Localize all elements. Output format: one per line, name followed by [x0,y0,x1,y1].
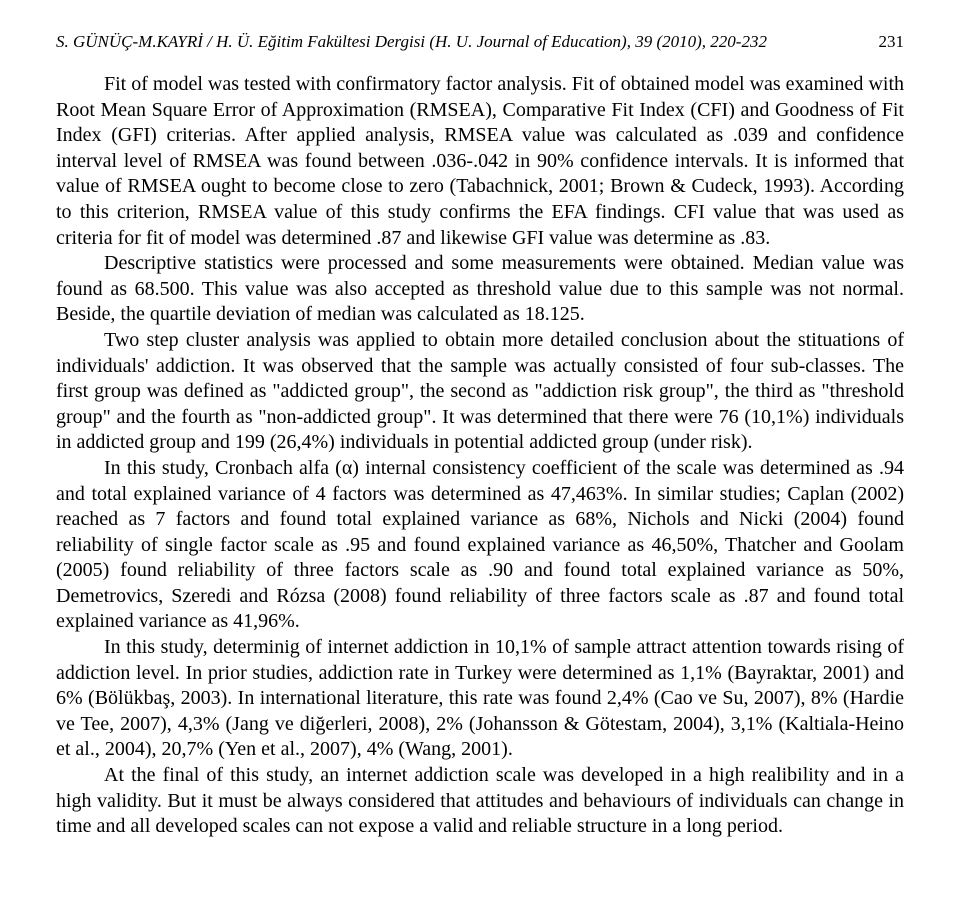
body-paragraph-1: Fit of model was tested with confirmator… [56,72,904,251]
page-number: 231 [855,32,905,52]
running-header: S. GÜNÜÇ-M.KAYRİ / H. Ü. Eğitim Fakültes… [56,32,904,52]
body-paragraph-6: At the final of this study, an internet … [56,763,904,840]
body-paragraph-2: Descriptive statistics were processed an… [56,251,904,328]
body-paragraph-3: Two step cluster analysis was applied to… [56,328,904,456]
body-paragraph-4: In this study, Cronbach alfa (α) interna… [56,456,904,635]
page-container: S. GÜNÜÇ-M.KAYRİ / H. Ü. Eğitim Fakültes… [0,0,960,880]
header-citation: S. GÜNÜÇ-M.KAYRİ / H. Ü. Eğitim Fakültes… [56,32,855,52]
body-paragraph-5: In this study, determinig of internet ad… [56,635,904,763]
